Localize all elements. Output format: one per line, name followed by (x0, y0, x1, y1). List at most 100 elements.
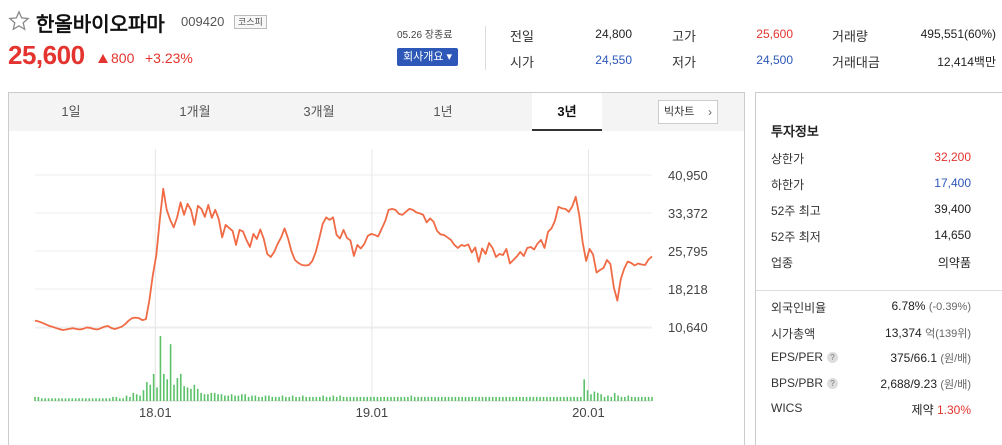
tab-3month[interactable]: 3개월 (303, 104, 335, 119)
volume-bar (213, 392, 216, 402)
investment-row-label: 상한가 (771, 152, 805, 166)
volume-bar (210, 392, 213, 402)
volume-bar (624, 396, 626, 401)
investment-row: 52주 최저 14,650 (771, 228, 971, 248)
volume-bar (37, 396, 40, 401)
investment-row-value: 375/66.1 (원/배) (890, 351, 971, 365)
company-overview-button[interactable]: 회사개요 ▾ (397, 48, 458, 66)
volume-bar (396, 396, 399, 401)
chart-panel: 1일 1개월 3개월 1년 3년 빅차트 › 40,950 33,372 25,795… (8, 92, 745, 445)
volume-bar (329, 396, 331, 401)
volume-bar (373, 396, 375, 401)
volume-bar (88, 398, 91, 401)
y-tick-label: 18,218 (668, 282, 708, 297)
investment-row-value: 6.78% (-0.39%) (891, 299, 971, 313)
volume-bar (271, 396, 274, 401)
volume-bar (108, 398, 111, 401)
volume-label: 거래량 (832, 29, 868, 44)
volume-bar (203, 394, 206, 401)
volume-bar (573, 396, 575, 401)
investment-row-value: 2,688/9.23 (원/배) (880, 376, 971, 391)
help-icon[interactable]: ? (827, 352, 839, 363)
volume-bar (247, 396, 250, 401)
volume-bar (237, 395, 240, 401)
volume-bar (542, 396, 545, 401)
volume-bar (644, 396, 647, 401)
investment-row: 52주 최고 39,400 (771, 202, 971, 222)
volume-bar (566, 396, 569, 401)
volume-bar (81, 398, 84, 401)
volume-bar (132, 392, 135, 402)
volume-bar (308, 396, 311, 401)
high-value: 25,600 (756, 27, 793, 41)
volume-bar (576, 396, 579, 401)
volume-bar (461, 396, 463, 401)
volume-bar (251, 395, 253, 401)
price-change-value: 800 (111, 50, 135, 66)
volume-bar (515, 396, 518, 401)
volume-bar (424, 396, 426, 401)
volume-bar (600, 394, 602, 401)
tab-3year[interactable]: 3년 (532, 93, 602, 131)
volume-bar (454, 396, 457, 401)
volume-bar (118, 398, 121, 401)
volume-bar (125, 395, 128, 401)
market-status-date: 05.26 장종료 (397, 30, 453, 41)
volume-bar (471, 396, 474, 401)
investment-row: EPS/PER? 375/66.1 (원/배) (771, 350, 971, 370)
volume-bar (227, 395, 230, 401)
volume-bar (651, 396, 653, 401)
volume-bar (98, 398, 101, 401)
volume-bar (234, 395, 236, 401)
volume-bar (78, 398, 80, 401)
investment-row-value: 제약 1.30% (911, 403, 971, 417)
volume-bar (569, 396, 572, 401)
volume-bar (580, 396, 582, 401)
tab-1day[interactable]: 1일 (61, 104, 81, 119)
help-icon[interactable]: ? (827, 377, 839, 389)
volume-bar (539, 396, 541, 401)
chevron-right-icon: › (708, 105, 712, 119)
volume-bar (390, 396, 392, 401)
trade-amount-value: 12,414백만 (937, 55, 996, 69)
investment-row-subvalue: 1.30% (936, 403, 971, 417)
volume-bar (173, 384, 175, 401)
volume-bar (74, 398, 77, 401)
volume-bar (220, 394, 223, 401)
volume-bar (135, 394, 138, 401)
volume-bar (169, 344, 172, 402)
divider (756, 290, 1002, 291)
volume-bar (518, 396, 521, 401)
volume-bar (312, 396, 314, 401)
volume-bar (85, 398, 87, 401)
volume-bar (257, 396, 260, 401)
volume-bar (291, 395, 294, 401)
volume-bar (366, 396, 369, 401)
investment-row-label: WICS (771, 401, 803, 415)
volume-bar (193, 384, 196, 401)
volume-bar (163, 373, 165, 401)
investment-row-value: 의약품 (937, 256, 971, 270)
volume-bar (586, 390, 589, 401)
bigchart-button[interactable]: 빅차트 › (658, 100, 718, 124)
volume-bar (349, 396, 352, 401)
tab-1month[interactable]: 1개월 (179, 104, 211, 119)
high-label: 고가 (672, 29, 696, 44)
investment-row-value: 32,200 (934, 150, 971, 164)
volume-bar (51, 398, 53, 401)
volume-bar (335, 396, 338, 401)
volume-bar (230, 394, 233, 401)
volume-bar (139, 395, 141, 401)
tab-1year[interactable]: 1년 (433, 104, 453, 119)
stock-header: 한올바이오파마 009420 코스피 25,600 800 +3.23% 05.… (0, 0, 1002, 92)
volume-bar (34, 396, 36, 401)
volume-bar (298, 396, 301, 401)
prev-close-value: 24,800 (595, 27, 632, 41)
volume-bar (444, 396, 446, 401)
favorite-star-icon[interactable] (8, 10, 30, 32)
volume-bar (268, 395, 270, 401)
volume-bar (241, 394, 243, 401)
volume-bar (552, 396, 555, 401)
volume-bar (142, 390, 145, 401)
investment-row: BPS/PBR? 2,688/9.23 (원/배) (771, 376, 971, 396)
